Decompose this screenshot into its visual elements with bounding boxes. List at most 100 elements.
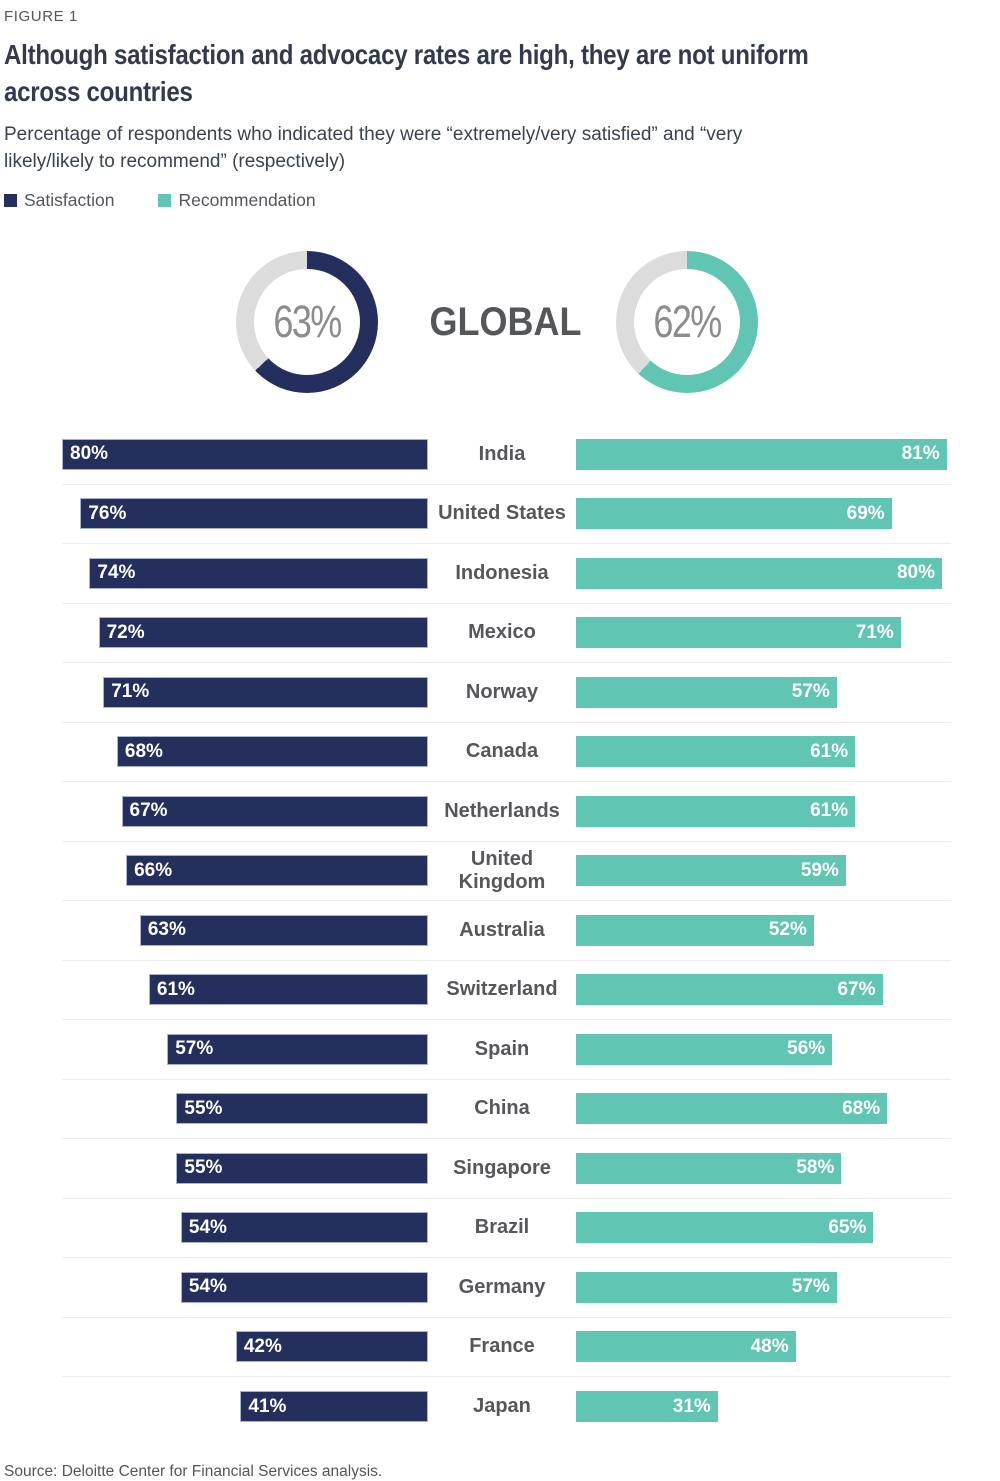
recommendation-zone: 80% [576,557,947,589]
recommendation-bar: 80% [576,557,942,589]
recommendation-bar: 81% [576,438,947,470]
satisfaction-bar: 74% [89,557,428,589]
country-row: 63% Australia 52% [62,901,951,961]
recommendation-zone: 65% [576,1212,947,1244]
recommendation-bar: 65% [576,1212,874,1244]
satisfaction-donut-hole: 63% [254,269,360,375]
satisfaction-donut: 63% [236,251,378,393]
satisfaction-zone: 80% [62,438,428,470]
satisfaction-zone: 55% [62,1093,428,1125]
satisfaction-bar: 71% [103,676,428,708]
satisfaction-zone: 66% [62,855,428,887]
country-label: Mexico [468,621,536,644]
country-label: Indonesia [455,561,549,584]
satisfaction-zone: 54% [62,1271,428,1303]
satisfaction-zone: 61% [62,974,428,1006]
country-row: 55% China 68% [62,1080,951,1139]
legend: Satisfaction Recommendation [4,190,1000,211]
recommendation-donut-value: 62% [653,296,722,347]
country-label: Switzerland [446,978,558,1001]
satisfaction-bar: 66% [126,855,428,887]
satisfaction-zone: 57% [62,1033,428,1065]
satisfaction-value-label: 61% [156,978,195,1000]
satisfaction-value-label: 41% [248,1395,287,1417]
recommendation-bar: 61% [576,795,856,827]
satisfaction-value-label: 66% [134,859,173,881]
recommendation-value-label: 69% [846,502,885,524]
country-label: Singapore [453,1156,551,1179]
satisfaction-value-label: 67% [129,800,168,822]
satisfaction-donut-value: 63% [273,296,342,347]
recommendation-value-label: 56% [787,1038,826,1060]
satisfaction-swatch-icon [4,194,17,207]
country-row: 67% Netherlands 61% [62,782,951,842]
country-label: Brazil [474,1216,530,1239]
satisfaction-bar: 63% [139,914,428,946]
satisfaction-value-label: 54% [188,1216,227,1238]
recommendation-bar: 56% [576,1033,833,1065]
satisfaction-value-label: 74% [97,562,136,584]
satisfaction-zone: 63% [62,914,428,946]
recommendation-value-label: 67% [837,978,876,1000]
satisfaction-value-label: 71% [111,681,150,703]
country-row: 66% United Kingdom 59% [62,842,951,901]
recommendation-bar: 57% [576,676,837,708]
satisfaction-bar: 80% [62,438,428,470]
recommendation-value-label: 68% [842,1097,881,1119]
country-label: Japan [473,1395,531,1418]
recommendation-bar: 58% [576,1152,842,1184]
satisfaction-zone: 74% [62,557,428,589]
country-row: 71% Norway 57% [62,663,951,723]
satisfaction-zone: 71% [62,676,428,708]
recommendation-value-label: 81% [901,443,940,465]
country-rows: 80% India 81% 76% United States 69% 74% Indones… [62,425,951,1437]
satisfaction-bar: 76% [80,498,428,530]
recommendation-zone: 68% [576,1093,947,1125]
recommendation-bar: 71% [576,617,901,649]
country-row: 54% Brazil 65% [62,1199,951,1258]
recommendation-bar: 61% [576,736,856,768]
recommendation-swatch-icon [158,194,172,207]
source-note: Source: Deloitte Center for Financial Se… [4,1462,383,1480]
country-label: United States [438,502,566,525]
country-row: 55% Singapore 58% [62,1139,951,1199]
satisfaction-zone: 68% [62,736,428,768]
satisfaction-bar: 54% [180,1212,428,1244]
country-label: India [478,442,526,465]
recommendation-zone: 57% [576,676,947,708]
country-row: 54% Germany 57% [62,1258,951,1318]
satisfaction-value-label: 72% [106,621,145,643]
recommendation-zone: 61% [576,795,947,827]
satisfaction-bar: 57% [167,1033,428,1065]
recommendation-bar: 69% [576,498,892,530]
satisfaction-zone: 55% [62,1152,428,1184]
global-label: GLOBAL [429,299,582,344]
satisfaction-zone: 54% [62,1212,428,1244]
recommendation-value-label: 57% [791,681,830,703]
recommendation-value-label: 52% [768,919,807,941]
recommendation-donut-ring: 62% [616,251,758,393]
satisfaction-value-label: 68% [124,740,163,762]
legend-item-recommendation: Recommendation [158,190,316,211]
country-row: 42% France 48% [62,1318,951,1377]
country-label: Spain [474,1037,530,1060]
satisfaction-bar: 55% [176,1093,428,1125]
satisfaction-bar: 68% [116,736,428,768]
country-row: 80% India 81% [62,425,951,485]
recommendation-value-label: 61% [810,740,849,762]
recommendation-zone: 59% [576,855,947,887]
figure-label: FIGURE 1 [4,8,78,25]
recommendation-zone: 71% [576,617,947,649]
satisfaction-zone: 41% [62,1391,428,1423]
recommendation-bar: 48% [576,1331,796,1363]
satisfaction-donut-ring: 63% [236,251,378,393]
recommendation-zone: 52% [576,914,947,946]
satisfaction-bar: 41% [240,1391,428,1423]
country-label: Canada [465,740,539,763]
satisfaction-bar: 72% [98,617,428,649]
recommendation-bar: 68% [576,1093,888,1125]
satisfaction-zone: 76% [62,498,428,530]
recommendation-zone: 31% [576,1391,947,1423]
recommendation-zone: 58% [576,1152,947,1184]
country-label: France [469,1335,535,1358]
